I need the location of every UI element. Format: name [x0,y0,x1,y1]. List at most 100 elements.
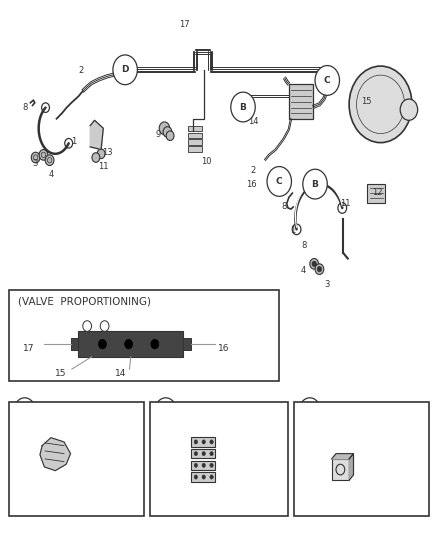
Bar [78,332,183,357]
Bar [188,133,201,139]
Text: 7: 7 [382,459,388,467]
Circle shape [92,153,100,163]
Bar [191,461,215,470]
Text: 13: 13 [102,148,113,157]
Text: 14: 14 [248,117,258,126]
Text: 4: 4 [48,170,53,179]
Circle shape [210,451,213,456]
Circle shape [113,55,138,85]
Text: 14: 14 [115,369,127,378]
Text: (VALVE  PROPORTIONING): (VALVE PROPORTIONING) [18,297,151,307]
Text: 2: 2 [251,166,256,175]
Bar [9,290,279,381]
Text: 8: 8 [22,102,28,111]
Circle shape [310,259,318,269]
Bar [183,338,191,351]
Circle shape [317,266,321,272]
Bar [191,437,215,447]
Text: 3: 3 [32,159,37,168]
Circle shape [349,66,412,143]
Circle shape [31,152,40,163]
Circle shape [97,149,105,159]
Circle shape [39,150,48,160]
Text: B: B [311,180,318,189]
Circle shape [100,321,109,332]
Circle shape [267,166,291,196]
Polygon shape [332,454,353,459]
Circle shape [202,440,205,444]
Circle shape [83,321,92,332]
Bar [150,402,288,516]
Text: 8: 8 [301,241,307,250]
Circle shape [45,155,54,165]
Circle shape [210,475,213,479]
Circle shape [163,127,172,138]
Bar [325,66,330,79]
Bar [289,84,313,119]
Text: 6: 6 [244,459,250,467]
Polygon shape [90,120,103,150]
Text: B: B [240,102,247,111]
Bar [332,459,349,480]
Circle shape [338,203,346,213]
Circle shape [303,169,327,199]
Circle shape [400,99,418,120]
Text: 11: 11 [98,162,109,171]
Circle shape [312,261,316,266]
Polygon shape [40,438,71,471]
Bar [188,140,201,146]
Circle shape [292,224,301,235]
Circle shape [166,131,174,141]
Circle shape [194,475,198,479]
Circle shape [315,264,324,274]
Circle shape [99,340,106,349]
Circle shape [65,139,73,148]
Circle shape [194,451,198,456]
Text: D: D [306,407,314,416]
Bar [188,147,201,152]
Circle shape [155,398,177,424]
Text: 1: 1 [71,137,77,146]
Polygon shape [349,454,353,480]
Circle shape [210,440,213,444]
Text: 16: 16 [218,344,229,353]
Text: 17: 17 [23,344,35,353]
Circle shape [210,463,213,467]
Bar [71,338,78,351]
Text: C: C [162,407,169,416]
Circle shape [202,463,205,467]
Text: 11: 11 [340,199,351,208]
Bar [188,126,201,132]
Bar [191,472,215,482]
Bar [191,449,215,458]
Bar [294,402,429,516]
Circle shape [299,398,321,424]
Circle shape [14,398,35,424]
Text: 8: 8 [281,203,286,212]
Circle shape [202,451,205,456]
Text: 5: 5 [102,459,108,467]
Text: C: C [276,177,283,186]
Circle shape [125,340,133,349]
Circle shape [315,66,339,95]
Bar [9,402,144,516]
Text: 3: 3 [325,279,330,288]
Circle shape [194,463,198,467]
Text: 17: 17 [179,20,189,29]
Text: 12: 12 [372,188,382,197]
Text: D: D [121,66,129,74]
Circle shape [151,340,159,349]
Circle shape [231,92,255,122]
Text: 10: 10 [201,157,211,166]
Text: C: C [324,76,331,85]
Circle shape [202,475,205,479]
Circle shape [159,122,170,135]
Text: 15: 15 [55,369,67,378]
Bar [367,184,385,203]
Text: 1: 1 [290,226,295,235]
Text: 9: 9 [155,130,160,139]
Text: 16: 16 [247,180,257,189]
Text: 4: 4 [300,266,305,274]
Text: 15: 15 [361,97,372,106]
Circle shape [42,103,49,112]
